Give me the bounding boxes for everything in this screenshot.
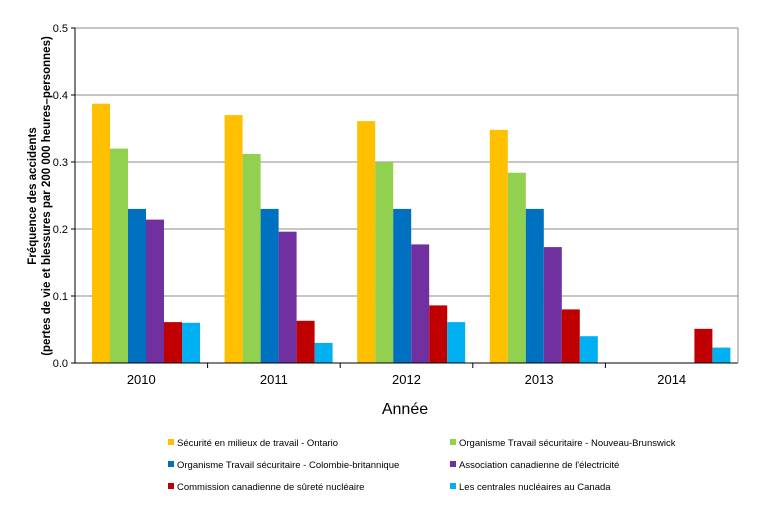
bar — [712, 347, 731, 363]
y-tick-labels: 0.0 0.1 0.2 0.3 0.4 0.5 — [53, 23, 75, 370]
bar — [296, 320, 315, 363]
x-tick-label: 2011 — [260, 372, 288, 387]
axes — [74, 28, 739, 364]
bar — [429, 305, 448, 363]
y-tick-label: 0.0 — [53, 358, 68, 370]
legend: Sécurité en milieux de travail - Ontario… — [168, 438, 676, 493]
bar — [411, 244, 430, 363]
bar — [507, 172, 526, 363]
x-tick-label: 2012 — [392, 372, 421, 387]
bar — [561, 309, 580, 363]
legend-swatch — [168, 439, 174, 445]
bar — [314, 342, 333, 363]
bar — [579, 336, 598, 363]
bar — [128, 208, 146, 363]
bar — [242, 153, 261, 363]
bar — [525, 208, 544, 363]
bar — [278, 231, 297, 363]
gridlines — [75, 27, 738, 297]
bar — [447, 322, 466, 363]
legend-label: Association canadienne de l'électricité — [459, 460, 619, 471]
y-axis-title-line2: (pertes de vie et blessures par 200 000 … — [41, 36, 53, 356]
x-axis-title: Année — [382, 401, 428, 418]
y-tick-label: 0.5 — [53, 23, 68, 35]
legend-label: Sécurité en milieux de travail - Ontario — [177, 438, 338, 449]
x-tick-label: 2014 — [657, 372, 686, 387]
legend-swatch — [168, 483, 174, 489]
bar — [110, 148, 128, 363]
x-tick-labels: 2010 2011 2012 2013 2014 — [127, 363, 686, 387]
y-tick-label: 0.2 — [53, 224, 68, 236]
legend-swatch — [450, 483, 456, 489]
y-axis-title: Fréquence des accidents (pertes de vie e… — [27, 36, 53, 356]
bar — [224, 115, 243, 363]
legend-swatch — [168, 461, 174, 467]
legend-label: Organisme Travail sécuritaire - Nouveau-… — [459, 438, 676, 449]
bar — [375, 162, 394, 363]
y-tick-label: 0.4 — [53, 90, 68, 102]
bar — [694, 328, 713, 363]
bar — [543, 247, 562, 363]
y-axis-title-line1: Fréquence des accidents — [27, 127, 39, 264]
y-tick-label: 0.3 — [53, 157, 68, 169]
bar — [260, 208, 279, 363]
bar — [146, 219, 164, 363]
x-tick-label: 2013 — [525, 372, 554, 387]
legend-label: Commission canadienne de sûreté nucléair… — [177, 482, 364, 493]
bars — [92, 103, 731, 364]
legend-swatch — [450, 439, 456, 445]
bar — [489, 129, 508, 363]
bar — [164, 322, 182, 363]
bar — [357, 121, 376, 363]
legend-label: Organisme Travail sécuritaire - Colombie… — [177, 460, 399, 471]
x-tick-label: 2010 — [127, 372, 156, 387]
bar — [92, 103, 110, 364]
bar — [182, 322, 200, 363]
legend-label: Les centrales nucléaires au Canada — [459, 482, 611, 493]
y-tick-label: 0.1 — [53, 291, 68, 303]
legend-swatch — [450, 461, 456, 467]
bar — [393, 208, 412, 363]
